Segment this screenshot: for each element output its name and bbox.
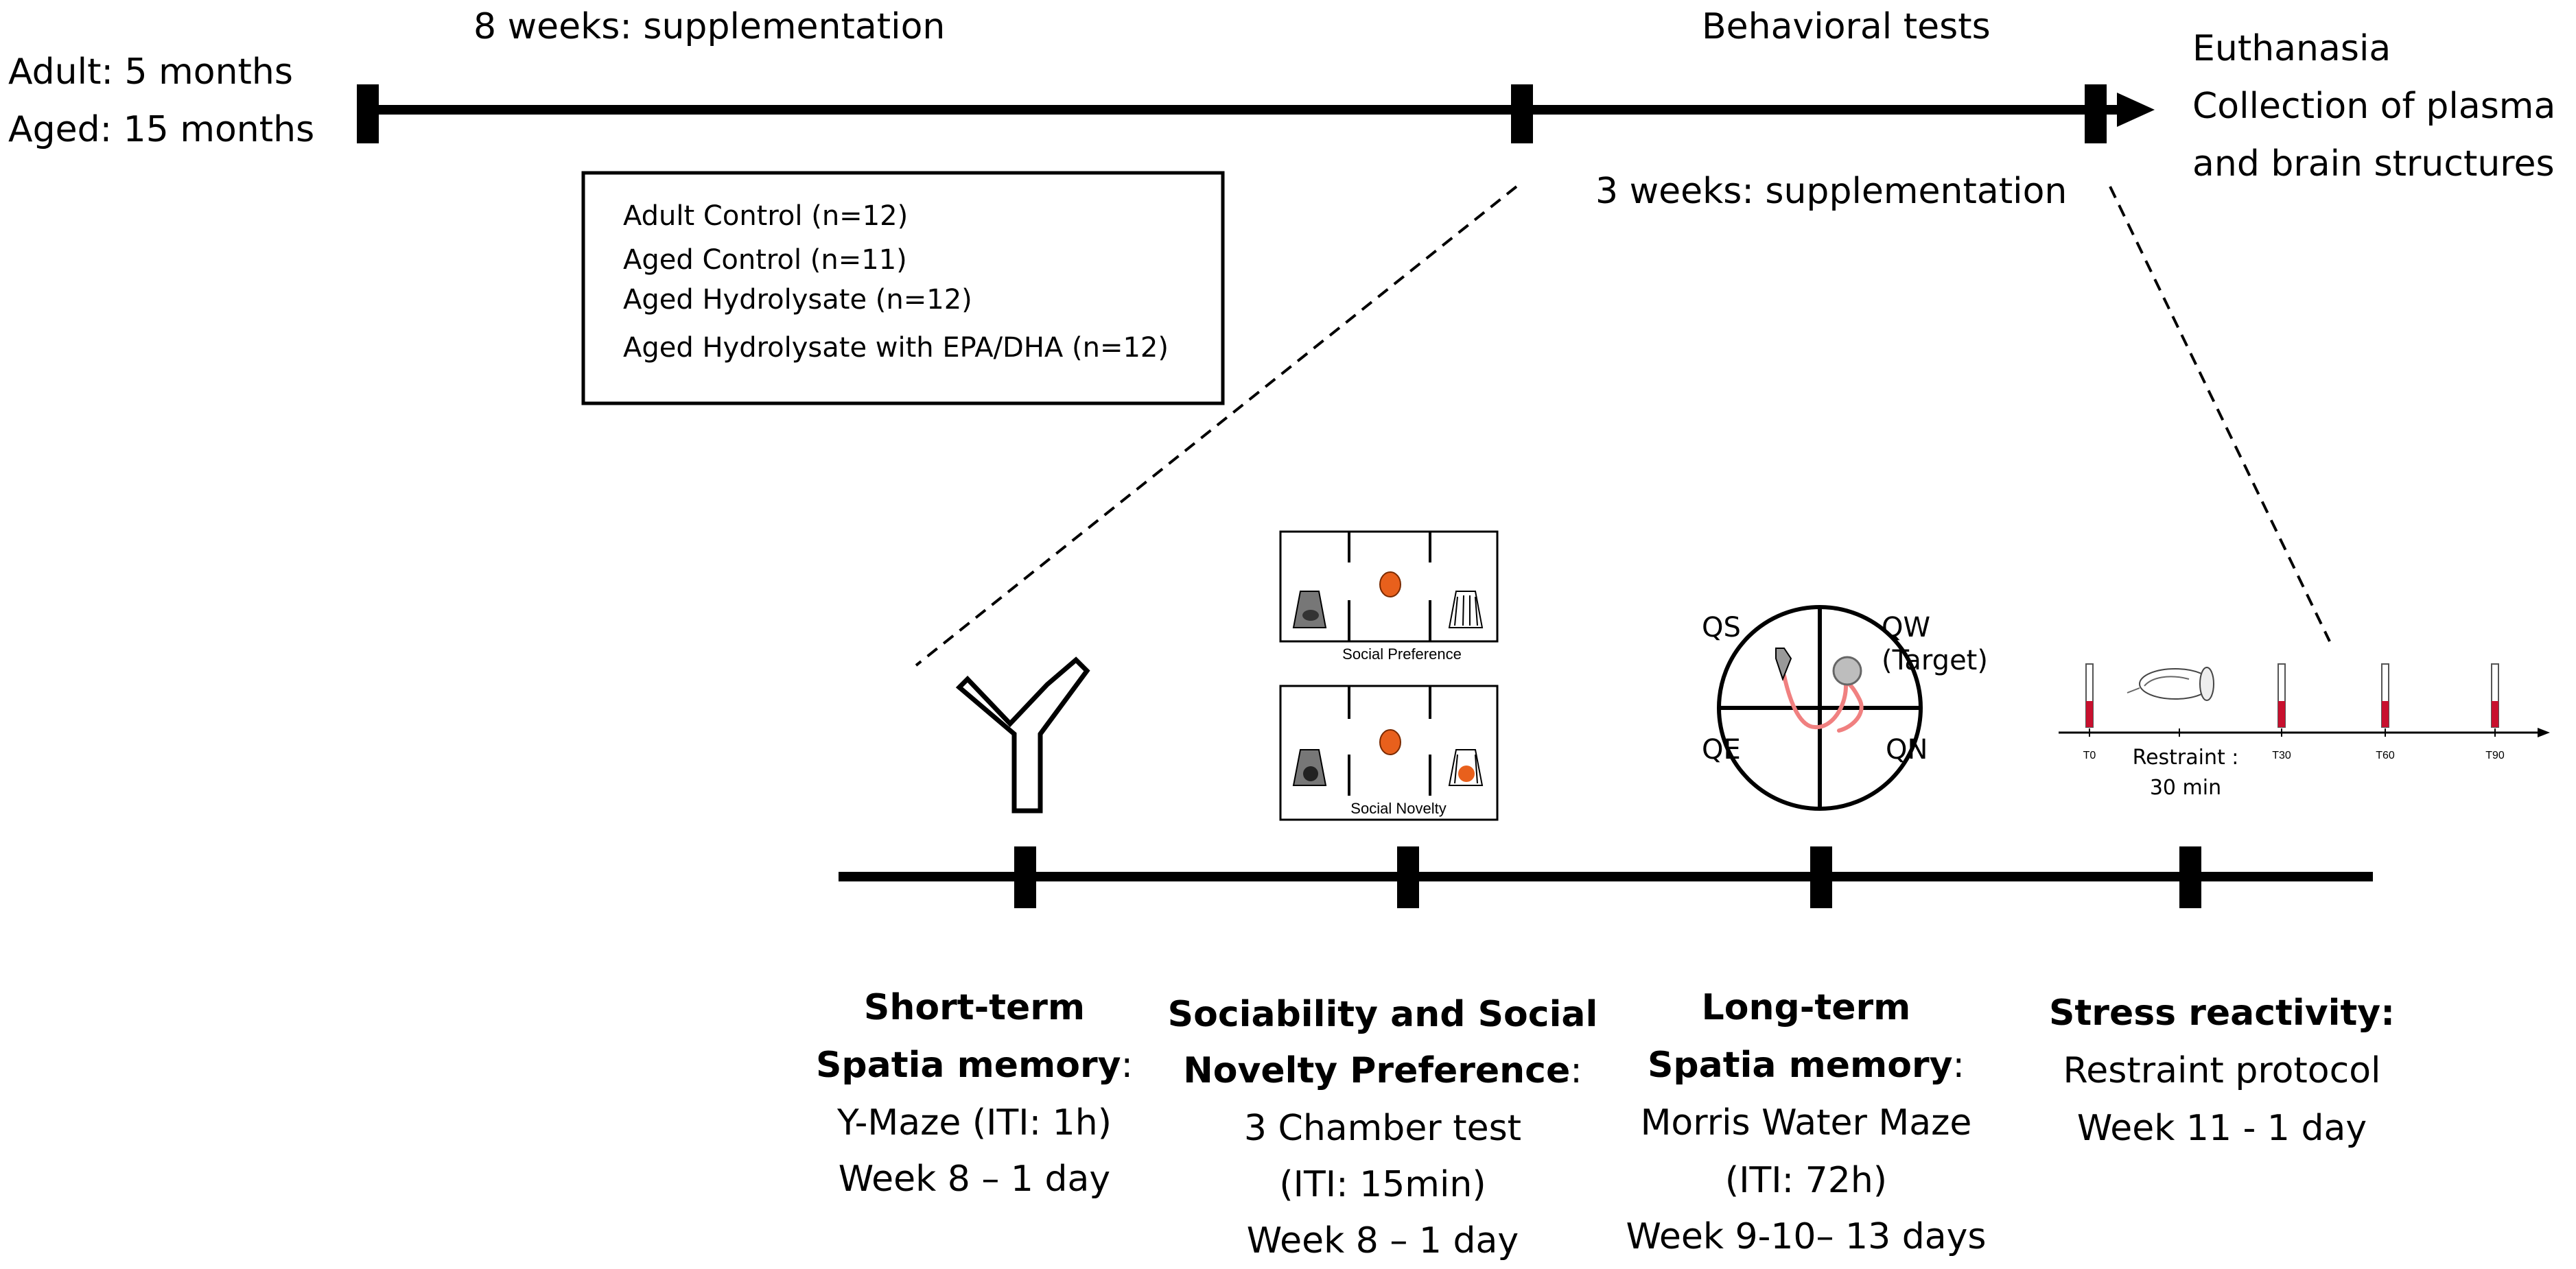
test-title: Sociability and Social — [1168, 994, 1598, 1035]
test-detail: Morris Water Maze — [1641, 1102, 1972, 1143]
platform-target — [1832, 656, 1862, 686]
test-detail: (ITI: 15min) — [1279, 1164, 1486, 1205]
test-title: Spatia memory: — [816, 1045, 1133, 1086]
swim-path — [1782, 674, 1864, 733]
mouse-icon — [1458, 766, 1475, 782]
test-3chamber: Sociability and Social Novelty Preferenc… — [1168, 994, 1598, 1261]
maze-label-qw: QW — [1882, 612, 1930, 643]
test-detail: (ITI: 72h) — [1725, 1160, 1887, 1201]
restraint-duration: 30 min — [2150, 776, 2221, 800]
test-title: Stress reactivity: — [2049, 993, 2395, 1034]
mouse-icon — [1302, 610, 1319, 621]
test-detail: Week 8 – 1 day — [839, 1159, 1110, 1200]
social-preference-caption: Social Preference — [1342, 645, 1462, 663]
test-title: Long-term — [1702, 987, 1911, 1028]
mouse-icon — [1379, 729, 1401, 755]
maze-label-qs: QS — [1702, 612, 1741, 643]
stress-tick-t0: T0 — [2083, 750, 2096, 761]
test-detail: Week 9-10– 13 days — [1626, 1216, 1987, 1257]
end-label-brain: and brain structures — [2192, 143, 2555, 185]
mouse-icon — [1303, 766, 1318, 781]
behavioral-timeline — [839, 846, 2373, 908]
maze-label-qn: QN — [1886, 734, 1928, 766]
blood-tube-icon — [2491, 663, 2499, 728]
start-label-adult: Adult: 5 months — [8, 51, 293, 93]
behavioral-tick-morris — [1810, 846, 1832, 908]
test-title: Spatia memory: — [1648, 1045, 1965, 1086]
restraint-label: Restraint : — [2133, 746, 2239, 770]
behavioral-tick-3chamber — [1397, 846, 1419, 908]
main-timeline — [357, 84, 2155, 143]
main-timeline-arrowhead — [2117, 93, 2155, 127]
test-detail: Week 8 – 1 day — [1247, 1220, 1519, 1261]
zoom-dashed-line-left — [915, 185, 1518, 667]
test-stress: Stress reactivity: Restraint protocol We… — [2049, 993, 2395, 1149]
group-item: Aged Hydrolysate (n=12) — [623, 284, 972, 316]
phase2-bottom-label: 3 weeks: supplementation — [1595, 171, 2067, 212]
test-ymaze: Short-term Spatia memory: Y-Maze (ITI: 1… — [816, 987, 1133, 1200]
start-label-aged: Aged: 15 months — [8, 109, 314, 150]
restrainer-icon — [2127, 667, 2214, 701]
test-title: Novelty Preference: — [1183, 1050, 1582, 1091]
stress-tick-t30: T30 — [2272, 750, 2291, 761]
test-detail: Week 11 - 1 day — [2077, 1108, 2367, 1149]
behavioral-tick-stress — [2179, 846, 2201, 908]
three-chamber-icon: Social Preference Social Novelty — [1279, 530, 1499, 821]
behavioral-tick-ymaze — [1014, 846, 1036, 908]
phase1-label: 8 weeks: supplementation — [473, 6, 945, 47]
test-title: Short-term — [864, 987, 1085, 1028]
stress-tick-t60: T60 — [2376, 750, 2395, 761]
end-label-euthanasia: Euthanasia — [2192, 28, 2391, 69]
social-novelty-caption: Social Novelty — [1350, 800, 1446, 817]
timeline-tick-behavioral — [1511, 84, 1533, 143]
y-maze-icon — [955, 656, 1090, 814]
test-detail: Y-Maze (ITI: 1h) — [836, 1102, 1112, 1143]
water-maze-icon: QS QW (Target) QE QN — [1702, 605, 1988, 811]
blood-tube-icon — [2381, 663, 2389, 728]
maze-label-qe: QE — [1702, 734, 1741, 766]
timeline-tick-end — [2085, 84, 2107, 143]
maze-label-target: (Target) — [1882, 645, 1988, 676]
phase2-top-label: Behavioral tests — [1702, 6, 1991, 47]
stress-timeline-icon: T0 T30 T60 T90 Restraint : 30 min — [2059, 663, 2550, 800]
group-item: Aged Hydrolysate with EPA/DHA (n=12) — [623, 332, 1169, 364]
group-item: Aged Control (n=11) — [623, 244, 907, 276]
groups-box: Adult Control (n=12) Aged Control (n=11)… — [581, 171, 1225, 405]
timeline-tick-start — [357, 84, 379, 143]
test-detail: Restraint protocol — [2063, 1050, 2381, 1091]
blood-tube-icon — [2085, 663, 2094, 728]
blood-tube-icon — [2278, 663, 2286, 728]
stress-tick-t90: T90 — [2485, 750, 2505, 761]
groups-box-frame — [581, 171, 1225, 405]
zoom-dashed-line-right — [2109, 186, 2331, 642]
mouse-icon — [1379, 571, 1401, 597]
group-item: Adult Control (n=12) — [623, 200, 908, 232]
cup-icon — [1292, 591, 1327, 628]
test-morris: Long-term Spatia memory: Morris Water Ma… — [1626, 987, 1987, 1257]
end-label-collection: Collection of plasma — [2192, 86, 2555, 127]
test-detail: 3 Chamber test — [1244, 1108, 1521, 1149]
